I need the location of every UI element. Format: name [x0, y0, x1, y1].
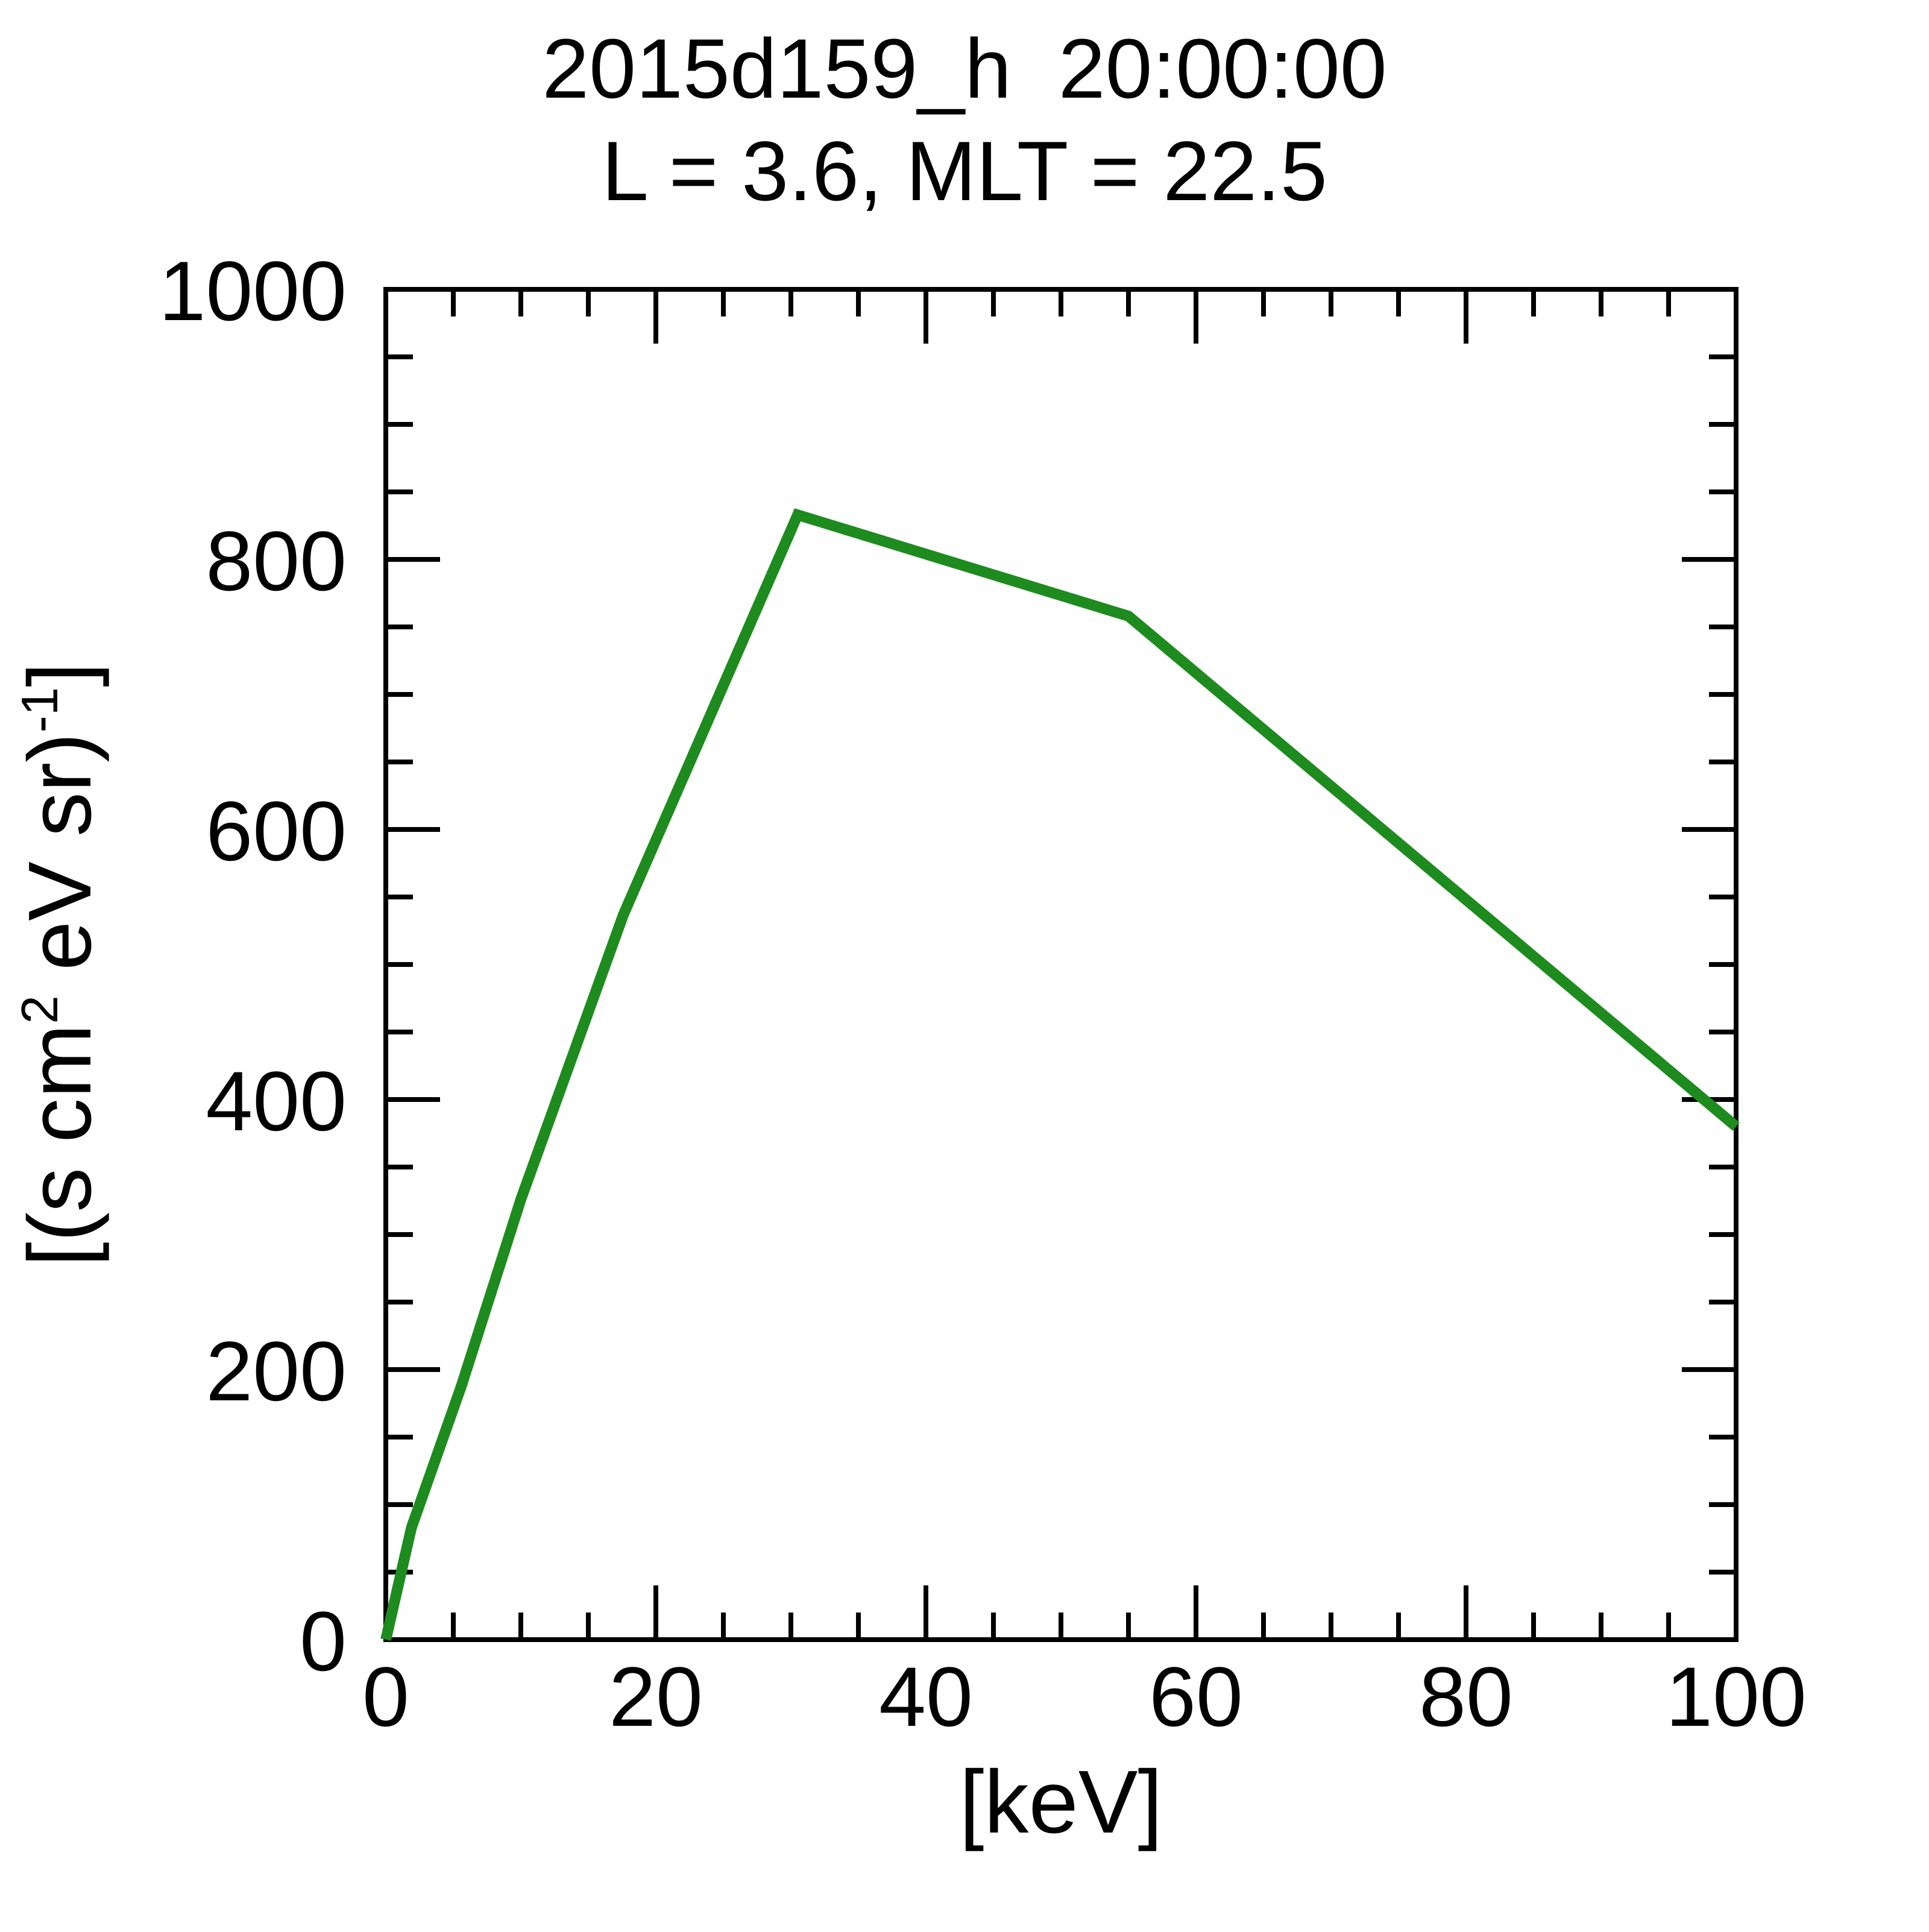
- y-axis-label-sup-minus1: -1: [11, 687, 69, 733]
- y-axis-label: [(s cm2 eV sr)-1]: [10, 662, 110, 1267]
- y-tick-label: 800: [206, 514, 347, 608]
- x-axis-label: [keV]: [959, 1752, 1162, 1852]
- x-tick-label: 100: [1666, 1649, 1807, 1744]
- data-line-ion-flux-spectrum: [380, 508, 1740, 1641]
- y-tick-label: 600: [206, 784, 347, 878]
- chart-title: 2015d159_h 20:00:00: [542, 21, 1386, 116]
- y-axis-label-sup-2: 2: [11, 995, 69, 1024]
- y-axis-label-mid: eV sr): [10, 732, 110, 995]
- x-tick-label: 0: [362, 1649, 409, 1744]
- y-tick-label: 400: [206, 1054, 347, 1148]
- y-axis-label-close: ]: [10, 662, 110, 687]
- chart-subtitle: L = 3.6, MLT = 22.5: [602, 124, 1327, 218]
- y-tick-label: 1000: [159, 244, 347, 338]
- y-tick-label: 0: [300, 1594, 347, 1688]
- x-tick-label: 40: [879, 1649, 973, 1744]
- x-tick-label: 80: [1419, 1649, 1513, 1744]
- x-tick-label: 60: [1149, 1649, 1243, 1744]
- plot-border: [383, 287, 1739, 1642]
- x-tick-label: 20: [609, 1649, 703, 1744]
- y-axis-label-main: [(s cm: [10, 1024, 110, 1267]
- y-tick-label: 200: [206, 1324, 347, 1418]
